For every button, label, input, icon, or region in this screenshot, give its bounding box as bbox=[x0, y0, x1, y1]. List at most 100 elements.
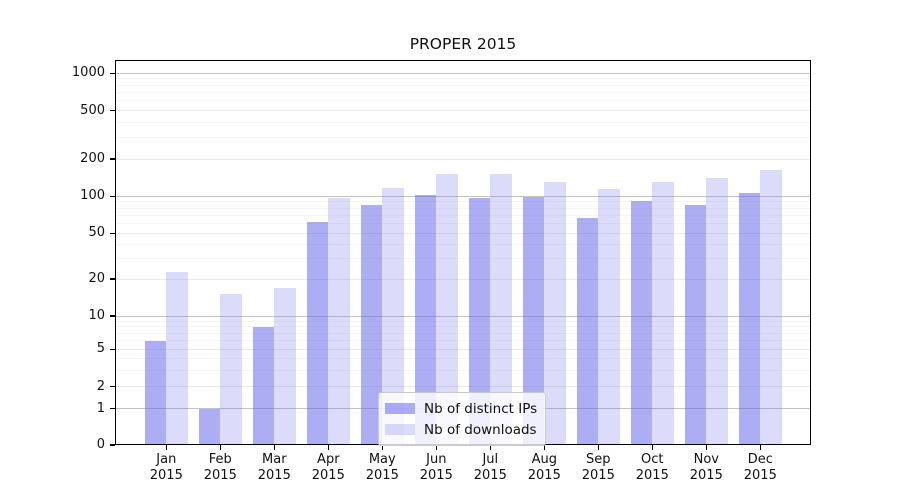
bar-nb-of-distinct-ips-jan bbox=[144, 340, 167, 445]
y-tick-mark-1 bbox=[110, 408, 115, 410]
x-tick-label-month: Jul bbox=[482, 452, 499, 467]
x-tick-label-month: Aug bbox=[531, 452, 557, 467]
x-tick-mark-aug bbox=[543, 445, 545, 450]
gridline-minor-9 bbox=[115, 320, 811, 322]
gridline-minor-90 bbox=[115, 201, 811, 203]
gridline-minor-700 bbox=[115, 92, 811, 94]
legend-swatch-downloads bbox=[385, 424, 415, 435]
x-tick-label-month: Feb bbox=[208, 452, 232, 467]
y-tick-mark-50 bbox=[110, 232, 115, 234]
x-tick-label-jan: Jan 2015 bbox=[136, 452, 196, 485]
bar-nb-of-downloads-jan bbox=[166, 272, 189, 445]
y-tick-label-20: 20 bbox=[88, 271, 105, 286]
gridline-minor-70 bbox=[115, 214, 811, 216]
bar-nb-of-distinct-ips-aug bbox=[522, 197, 545, 445]
x-tick-label-month: Mar bbox=[262, 452, 287, 467]
x-tick-label-feb: Feb 2015 bbox=[190, 452, 250, 485]
x-tick-mark-jun bbox=[435, 445, 437, 450]
bar-nb-of-downloads-feb bbox=[220, 294, 243, 445]
y-tick-label-500: 500 bbox=[80, 102, 105, 118]
x-tick-label-month: Nov bbox=[693, 452, 719, 467]
gridline-minor-7 bbox=[115, 332, 811, 334]
y-tick-mark-0 bbox=[110, 444, 115, 446]
y-tick-mark-200 bbox=[110, 158, 115, 160]
gridline-20 bbox=[115, 278, 811, 280]
x-tick-mark-nov bbox=[705, 445, 707, 450]
gridline-100 bbox=[115, 195, 811, 197]
gridline-minor-400 bbox=[115, 121, 811, 123]
gridline-5 bbox=[115, 348, 811, 350]
bar-nb-of-downloads-jun bbox=[436, 174, 459, 445]
y-tick-label-10: 10 bbox=[88, 308, 105, 323]
x-tick-label-year: 2015 bbox=[203, 468, 237, 484]
x-tick-label-mar: Mar 2015 bbox=[244, 452, 304, 485]
chart-title: PROPER 2015 bbox=[409, 35, 517, 53]
x-tick-label-aug: Aug 2015 bbox=[514, 452, 574, 485]
x-tick-label-year: 2015 bbox=[149, 468, 183, 484]
x-tick-label-month: Dec bbox=[747, 452, 773, 467]
legend-item-distinct-ips: Nb of distinct IPs bbox=[385, 398, 537, 419]
gridline-500 bbox=[115, 110, 811, 112]
gridline-minor-6 bbox=[115, 340, 811, 342]
bar-nb-of-distinct-ips-dec bbox=[738, 192, 761, 445]
y-tick-label-200: 200 bbox=[80, 151, 105, 166]
x-tick-label-oct: Oct 2015 bbox=[622, 452, 682, 485]
bar-nb-of-downloads-oct bbox=[652, 182, 675, 445]
legend-label-distinct-ips: Nb of distinct IPs bbox=[424, 400, 538, 417]
y-tick-mark-10 bbox=[110, 315, 115, 317]
gridline-minor-40 bbox=[115, 243, 811, 245]
x-tick-label-month: Sep bbox=[586, 452, 611, 467]
bar-nb-of-downloads-may bbox=[382, 187, 405, 445]
x-tick-label-year: 2015 bbox=[419, 468, 453, 484]
x-tick-label-year: 2015 bbox=[257, 468, 291, 484]
x-tick-label-year: 2015 bbox=[473, 468, 507, 484]
x-tick-label-jun: Jun 2015 bbox=[406, 452, 466, 485]
x-tick-mark-oct bbox=[651, 445, 653, 450]
x-tick-mark-jan bbox=[165, 445, 167, 450]
legend: Nb of distinct IPs Nb of downloads bbox=[378, 392, 546, 446]
x-tick-label-month: May bbox=[368, 452, 396, 467]
x-tick-label-may: May 2015 bbox=[352, 452, 412, 485]
bar-nb-of-distinct-ips-nov bbox=[684, 204, 707, 445]
x-tick-label-apr: Apr 2015 bbox=[298, 452, 358, 485]
y-tick-label-2: 2 bbox=[96, 378, 105, 394]
bar-nb-of-distinct-ips-jun bbox=[414, 195, 437, 445]
bar-nb-of-downloads-aug bbox=[544, 182, 567, 445]
gridline-minor-300 bbox=[115, 137, 811, 139]
x-tick-label-nov: Nov 2015 bbox=[676, 452, 736, 485]
bar-nb-of-downloads-jul bbox=[490, 173, 513, 445]
bar-nb-of-distinct-ips-sep bbox=[576, 217, 599, 445]
bar-nb-of-distinct-ips-may bbox=[360, 204, 383, 445]
x-tick-mark-jul bbox=[489, 445, 491, 450]
x-tick-label-dec: Dec 2015 bbox=[730, 452, 790, 485]
bar-nb-of-downloads-mar bbox=[274, 287, 297, 445]
x-tick-mark-dec bbox=[759, 445, 761, 450]
gridline-minor-3 bbox=[115, 369, 811, 371]
y-tick-mark-2 bbox=[110, 386, 115, 388]
y-tick-mark-20 bbox=[110, 278, 115, 280]
y-tick-mark-1000 bbox=[110, 72, 115, 74]
bar-nb-of-downloads-apr bbox=[328, 197, 351, 445]
bar-nb-of-distinct-ips-feb bbox=[198, 408, 221, 445]
x-tick-label-month: Oct bbox=[641, 452, 664, 467]
gridline-minor-600 bbox=[115, 100, 811, 102]
gridline-minor-30 bbox=[115, 258, 811, 260]
gridline-1000 bbox=[115, 72, 811, 74]
x-tick-label-year: 2015 bbox=[689, 468, 723, 484]
y-tick-label-1: 1 bbox=[96, 400, 105, 416]
bar-nb-of-distinct-ips-oct bbox=[630, 200, 653, 445]
gridline-10 bbox=[115, 315, 811, 317]
x-tick-label-year: 2015 bbox=[635, 468, 669, 484]
y-tick-mark-5 bbox=[110, 348, 115, 350]
gridline-minor-60 bbox=[115, 223, 811, 225]
gridline-2 bbox=[115, 386, 811, 388]
x-tick-label-month: Apr bbox=[317, 452, 340, 467]
x-tick-mark-feb bbox=[219, 445, 221, 450]
gridline-minor-900 bbox=[115, 78, 811, 80]
y-tick-label-50: 50 bbox=[88, 225, 105, 241]
bar-nb-of-distinct-ips-jul bbox=[468, 198, 491, 445]
y-tick-label-0: 0 bbox=[96, 437, 105, 452]
bar-nb-of-distinct-ips-apr bbox=[306, 221, 329, 445]
y-tick-label-5: 5 bbox=[96, 341, 105, 357]
